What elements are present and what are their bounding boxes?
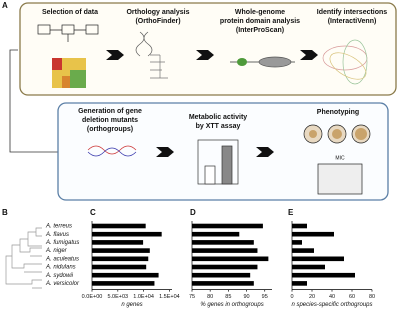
bar: [292, 272, 355, 278]
x-axis-label: n species-specific orthogroups: [291, 302, 372, 308]
step-tool: (InterProScan): [236, 27, 284, 34]
x-tick-label: 20: [309, 294, 315, 300]
step-title: Selection of data: [42, 9, 98, 16]
x-tick-label: 40: [329, 294, 335, 300]
bar: [192, 248, 258, 253]
panel-label: D: [190, 208, 196, 217]
bar: [292, 231, 334, 237]
bar: [92, 272, 159, 278]
step-title: Metabolic activity: [189, 114, 247, 121]
bar: [92, 256, 149, 262]
panel-label: C: [90, 208, 96, 217]
x-tick-label: 80: [369, 294, 375, 300]
bar: [192, 272, 251, 278]
x-axis-label: n genes: [121, 302, 142, 308]
bar: [92, 281, 155, 286]
bar: [192, 264, 258, 270]
step-tool: (orthogroups): [87, 126, 133, 133]
step-title: protein domain analysis: [220, 18, 300, 25]
step-title: Phenotyping: [317, 109, 359, 116]
x-tick-label: 5.0E+03: [107, 294, 128, 300]
charts: A. terreus A. flavus A. fumigatus A. niger A…: [45, 221, 375, 308]
step-title: by XTT assay: [196, 123, 241, 130]
note: MIC: [335, 155, 345, 161]
x-tick-label: 0.0E+00: [82, 294, 103, 300]
x-tick-label: 80: [207, 294, 213, 300]
bar: [192, 281, 254, 286]
bar: [92, 231, 162, 237]
bar: [292, 281, 307, 286]
panel-label: B: [2, 208, 8, 217]
species-label: A. niger: [45, 248, 68, 254]
bar: [292, 248, 314, 253]
bar: [192, 240, 254, 245]
bar: [292, 223, 307, 229]
species-label: A. terreus: [45, 224, 72, 230]
panel-label: E: [288, 208, 294, 217]
species-label: A. versicolor: [45, 281, 80, 287]
x-tick-label: 0: [290, 294, 293, 300]
x-tick-label: 1.0E+04: [133, 294, 154, 300]
x-axis-label: % genes in orthogroups: [200, 302, 263, 308]
bracket: [9, 49, 58, 153]
bar: [292, 256, 344, 262]
species-label: A. aculeatus: [45, 256, 79, 262]
icons: [37, 24, 371, 195]
x-tick-label: 85: [225, 294, 231, 300]
x-tick-label: 95: [262, 294, 268, 300]
bar: [92, 248, 150, 253]
bar: [292, 240, 302, 245]
bar: [192, 223, 263, 229]
tree: [5, 227, 42, 289]
step-title: deletion mutants: [82, 117, 138, 124]
x-tick-label: 60: [349, 294, 355, 300]
step-title: Generation of gene: [78, 108, 142, 115]
species-label: A. flavus: [45, 232, 69, 238]
step-title: Orthology analysis: [126, 9, 189, 16]
arrows: [106, 50, 318, 157]
bar: [192, 231, 240, 237]
bar: [292, 264, 325, 270]
bar: [92, 240, 144, 245]
top-box: [19, 2, 397, 96]
x-tick-label: 75: [189, 294, 195, 300]
x-tick-label: 90: [243, 294, 249, 300]
step-title: Identify intersections: [317, 9, 388, 16]
step-tool: (InteractiVenn): [328, 18, 377, 25]
x-tick-label: 1.5E+04: [159, 294, 180, 300]
panel-label: A: [2, 1, 8, 10]
step-tool: (OrthoFinder): [135, 18, 180, 25]
species-label: A. fumigatus: [45, 240, 79, 246]
bar: [92, 264, 147, 270]
bar: [192, 256, 269, 262]
species-label: A. nidulans: [45, 265, 76, 271]
species-label: A. sydowii: [45, 273, 74, 279]
step-title: Whole-genome: [235, 9, 285, 16]
bar: [92, 223, 146, 229]
